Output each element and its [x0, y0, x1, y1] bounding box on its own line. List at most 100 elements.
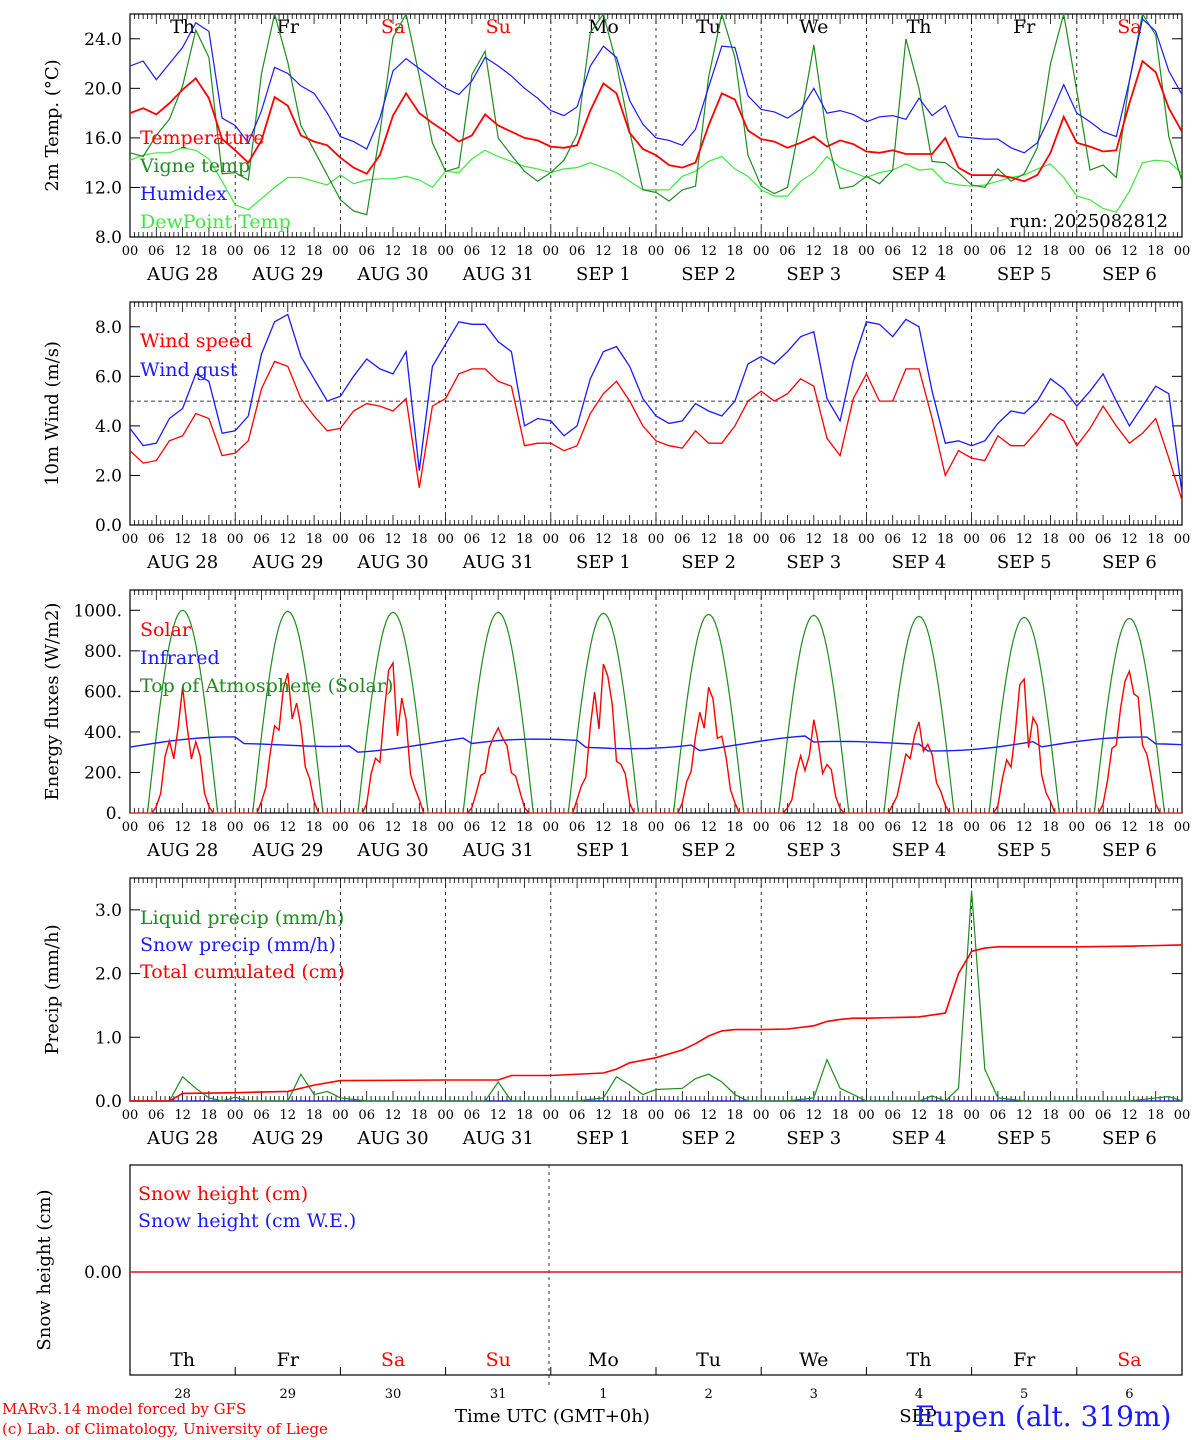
y-tick-label: 8.0 [95, 318, 122, 338]
legend-entry: Infrared [140, 647, 220, 669]
hour-tick-label: 12 [700, 820, 717, 835]
hour-tick-label: 12 [490, 532, 507, 547]
infrared-line [129, 735, 1183, 753]
hour-tick-label: 06 [1095, 532, 1112, 547]
y-axis-label: 2m Temp. (°C) [42, 59, 63, 191]
hour-tick-label: 12 [1016, 820, 1033, 835]
y-tick-label: 600. [84, 682, 122, 702]
hour-tick-label: 18 [306, 244, 323, 259]
hour-tick-label: 00 [753, 820, 770, 835]
hour-tick-label: 06 [990, 532, 1007, 547]
hour-tick-label: 18 [411, 820, 428, 835]
legend-entry: Temperature [140, 127, 264, 149]
hour-tick-label: 00 [122, 1108, 139, 1123]
hour-tick-label: 00 [1069, 244, 1086, 259]
y-tick-label: 0.0 [95, 1092, 122, 1112]
hour-tick-label: 06 [779, 244, 796, 259]
solar-curve [572, 663, 635, 814]
hour-tick-label: 06 [569, 244, 586, 259]
hour-tick-label: 00 [122, 820, 139, 835]
toa-solar-curve [462, 611, 534, 814]
hour-tick-label: 00 [543, 532, 560, 547]
y-tick-label: 0.0 [95, 516, 122, 536]
snow-weekday-label: Tu [696, 1349, 721, 1371]
hour-tick-label: 00 [648, 532, 665, 547]
date-label: AUG 29 [251, 264, 323, 285]
hour-tick-label: 12 [174, 1108, 191, 1123]
hour-tick-label: 00 [1069, 532, 1086, 547]
hour-tick-label: 06 [253, 532, 270, 547]
hour-tick-label: 00 [1174, 820, 1191, 835]
snow-weekday-label: Th [170, 1349, 195, 1371]
snow-weekday-label: Sa [1117, 1349, 1141, 1371]
date-label: AUG 28 [146, 840, 218, 861]
hour-tick-label: 00 [648, 1108, 665, 1123]
solar-curve [782, 719, 845, 814]
hour-tick-label: 06 [358, 1108, 375, 1123]
date-label: AUG 30 [356, 552, 428, 573]
snow-weekday-label: Mo [588, 1349, 619, 1371]
hour-tick-label: 00 [227, 1108, 244, 1123]
legend-entry: Liquid precip (mm/h) [140, 907, 344, 929]
series-temperature-line [130, 59, 1182, 183]
y-tick-label: 12.0 [84, 178, 122, 198]
hour-tick-label: 12 [1121, 820, 1138, 835]
weekday-label: We [799, 16, 828, 38]
hour-tick-label: 12 [385, 820, 402, 835]
hour-tick-label: 06 [148, 244, 165, 259]
hour-tick-label: 12 [385, 532, 402, 547]
date-label: SEP 1 [576, 840, 631, 861]
hour-tick-label: 12 [490, 244, 507, 259]
hour-tick-label: 00 [543, 1108, 560, 1123]
hour-tick-label: 00 [858, 244, 875, 259]
date-label: SEP 5 [997, 840, 1052, 861]
hour-tick-label: 12 [595, 244, 612, 259]
hour-tick-label: 18 [411, 532, 428, 547]
weekday-label: Tu [696, 16, 721, 38]
hour-tick-label: 06 [884, 244, 901, 259]
date-label: SEP 1 [576, 264, 631, 285]
y-tick-label: 2.0 [95, 965, 122, 985]
hour-tick-label: 18 [201, 1108, 218, 1123]
hour-tick-label: 12 [911, 532, 928, 547]
toa-solar-curve [1093, 617, 1166, 814]
snow-day-number: 28 [174, 1387, 191, 1402]
series-humidex-line [130, 17, 1182, 154]
hour-tick-label: 18 [937, 1108, 954, 1123]
legend-entry: DewPoint Temp [140, 211, 291, 233]
hour-tick-label: 00 [227, 532, 244, 547]
y-tick-label: 1000. [73, 601, 122, 621]
date-label: AUG 29 [251, 552, 323, 573]
date-label: SEP 6 [1102, 552, 1157, 573]
hour-tick-label: 00 [437, 1108, 454, 1123]
solar-curve [361, 660, 425, 814]
toa-solar-curve [883, 615, 955, 814]
date-label: SEP 3 [786, 264, 841, 285]
hour-tick-label: 12 [174, 820, 191, 835]
hour-tick-label: 00 [648, 820, 665, 835]
hour-tick-label: 06 [990, 1108, 1007, 1123]
hour-tick-label: 00 [332, 244, 349, 259]
hour-tick-label: 00 [858, 1108, 875, 1123]
date-label: SEP 2 [681, 264, 736, 285]
hour-tick-label: 18 [727, 532, 744, 547]
snow-day-number: 31 [490, 1387, 507, 1402]
hour-tick-label: 06 [674, 532, 691, 547]
y-tick-label: 8.0 [95, 228, 122, 248]
date-label: SEP 4 [892, 840, 947, 861]
hour-tick-label: 18 [516, 820, 533, 835]
y-tick-label: 4.0 [95, 417, 122, 437]
snow-weekday-label: Sa [381, 1349, 405, 1371]
hour-tick-label: 18 [1147, 1108, 1164, 1123]
legend-entry: Total cumulated (cm) [140, 961, 345, 983]
date-label: SEP 3 [786, 840, 841, 861]
date-label: AUG 28 [146, 264, 218, 285]
hour-tick-label: 06 [674, 244, 691, 259]
solar-curve [992, 677, 1056, 814]
date-label: AUG 30 [356, 264, 428, 285]
hour-tick-label: 00 [437, 532, 454, 547]
y-tick-label: 200. [84, 763, 122, 783]
hour-tick-label: 12 [911, 1108, 928, 1123]
hour-tick-label: 18 [1042, 244, 1059, 259]
hour-tick-label: 12 [700, 1108, 717, 1123]
